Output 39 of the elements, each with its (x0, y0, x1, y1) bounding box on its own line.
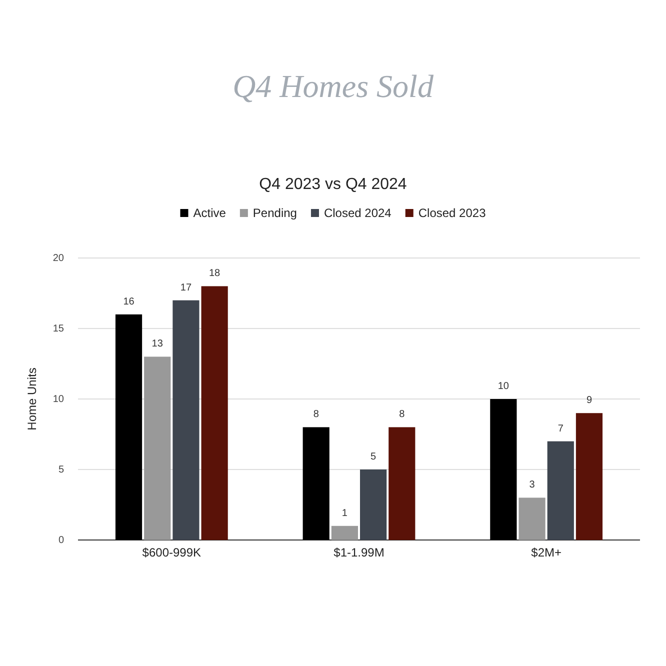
data-label: 7 (558, 423, 564, 434)
data-label: 18 (209, 268, 221, 280)
bar (388, 427, 416, 540)
data-label: 8 (399, 409, 406, 420)
x-tick-label: $600-999K (142, 546, 202, 560)
y-tick-label: 0 (58, 535, 64, 546)
legend-label: Pending (252, 206, 297, 220)
y-tick-label: 20 (52, 253, 64, 264)
data-label: 3 (529, 480, 536, 491)
bar (518, 498, 546, 540)
bar (490, 399, 517, 540)
legend-label: Active (193, 206, 226, 220)
y-tick-label: 10 (52, 394, 64, 406)
data-label: 1 (342, 508, 348, 519)
legend-label: Closed 2024 (324, 206, 392, 220)
data-label: 13 (152, 338, 164, 350)
x-tick-label: $2M+ (531, 546, 562, 560)
bar (144, 356, 171, 540)
chart-title: Q4 Homes Sold (232, 68, 434, 104)
data-label: 10 (498, 381, 510, 392)
bar (360, 470, 387, 540)
y-axis-title: Home Units (25, 368, 39, 430)
bar (201, 286, 228, 540)
data-label: 8 (313, 409, 320, 420)
data-label: 16 (123, 296, 135, 308)
data-label: 5 (370, 452, 377, 462)
data-label: 17 (180, 282, 192, 294)
y-tick-label: 5 (58, 464, 64, 476)
x-tick-label: $1-1.99M (334, 546, 384, 560)
bar (115, 314, 142, 540)
legend-label: Closed 2023 (418, 206, 486, 220)
bar (331, 526, 358, 540)
bar (172, 300, 200, 540)
data-label: 9 (586, 395, 592, 406)
bar (547, 441, 574, 540)
chart-subtitle: Q4 2023 vs Q4 2024 (259, 176, 407, 193)
y-tick-label: 15 (52, 324, 64, 335)
bar (302, 427, 330, 540)
bar (576, 413, 603, 540)
